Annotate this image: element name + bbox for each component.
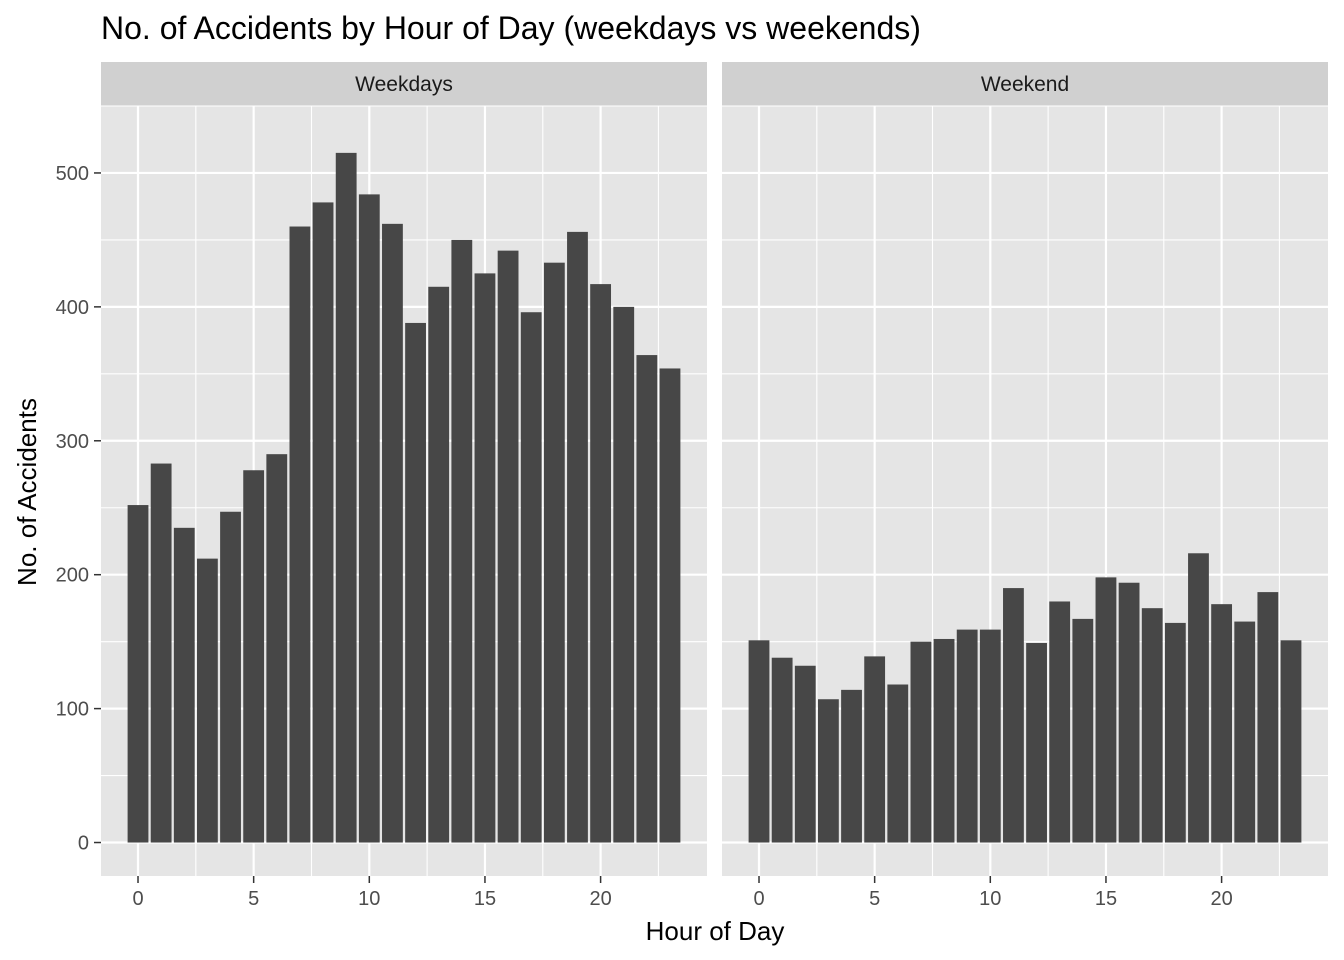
bar-weekdays-hour-3	[196, 558, 218, 843]
bar-weekdays-hour-12	[405, 322, 426, 843]
bar-weekdays-hour-5	[243, 470, 265, 843]
bar-weekdays-hour-20	[590, 284, 612, 843]
facet-strip-0	[101, 62, 707, 106]
x-tick-label: 10	[979, 888, 1001, 910]
x-tick-label: 10	[358, 888, 380, 910]
bar-weekend-hour-13	[1049, 601, 1071, 843]
bar-weekdays-hour-19	[567, 231, 588, 843]
bar-weekend-hour-16	[1118, 582, 1140, 843]
bar-weekdays-hour-0	[127, 505, 149, 843]
bar-weekdays-hour-23	[659, 368, 681, 843]
bar-weekend-hour-4	[841, 689, 862, 843]
bar-weekend-hour-21	[1234, 621, 1256, 843]
bar-weekdays-hour-11	[382, 223, 403, 843]
bar-weekdays-hour-16	[497, 250, 519, 843]
x-tick-label: 0	[753, 888, 764, 910]
bar-weekend-hour-9	[956, 629, 978, 843]
bar-weekdays-hour-14	[451, 239, 473, 843]
facet-strip-1	[722, 62, 1328, 106]
y-tick-label: 100	[56, 699, 89, 721]
y-tick-label: 200	[56, 565, 89, 587]
y-tick-label: 300	[56, 431, 89, 453]
bar-weekend-hour-12	[1026, 642, 1047, 843]
facet-strip-label-1: Weekend	[981, 73, 1069, 96]
x-tick-label: 0	[132, 888, 143, 910]
bar-weekend-hour-20	[1211, 604, 1233, 843]
y-tick-label: 500	[56, 163, 89, 185]
chart-title: No. of Accidents by Hour of Day (weekday…	[101, 10, 921, 46]
bar-weekdays-hour-6	[266, 454, 288, 843]
bar-weekdays-hour-13	[428, 286, 450, 843]
bar-weekend-hour-23	[1280, 640, 1302, 843]
bar-weekend-hour-11	[1003, 588, 1024, 843]
bar-weekdays-hour-10	[358, 194, 380, 843]
bar-weekdays-hour-2	[173, 527, 195, 843]
bar-weekend-hour-15	[1095, 577, 1117, 843]
x-tick-label: 5	[869, 888, 880, 910]
bar-weekdays-hour-22	[636, 355, 658, 843]
bar-weekdays-hour-21	[613, 306, 635, 843]
bar-weekdays-hour-15	[474, 273, 496, 843]
bar-weekend-hour-3	[817, 699, 839, 843]
bar-weekend-hour-6	[887, 684, 909, 843]
bar-weekdays-hour-8	[312, 202, 334, 843]
bar-weekend-hour-8	[933, 638, 955, 843]
bar-weekend-hour-22	[1257, 592, 1279, 843]
x-axis-title: Hour of Day	[646, 916, 785, 946]
x-tick-label: 15	[1095, 888, 1117, 910]
x-tick-label: 15	[474, 888, 496, 910]
bar-weekdays-hour-7	[289, 226, 311, 843]
bar-weekend-hour-2	[794, 665, 816, 843]
y-tick-label: 400	[56, 297, 89, 319]
bar-weekdays-hour-9	[335, 152, 357, 843]
bar-weekend-hour-1	[771, 657, 793, 843]
bar-weekend-hour-19	[1188, 553, 1209, 843]
bar-weekend-hour-0	[748, 640, 770, 843]
bar-weekdays-hour-4	[220, 511, 241, 843]
facet-strip-label-0: Weekdays	[355, 73, 453, 96]
bar-weekend-hour-10	[979, 629, 1001, 843]
bar-weekend-hour-18	[1164, 622, 1186, 843]
bar-weekend-hour-14	[1072, 618, 1094, 843]
y-axis-title: No. of Accidents	[12, 398, 42, 586]
bar-weekend-hour-5	[864, 656, 886, 843]
bar-weekend-hour-7	[910, 641, 932, 843]
bar-weekdays-hour-18	[543, 262, 565, 843]
bar-weekdays-hour-1	[150, 463, 172, 843]
x-tick-label: 5	[248, 888, 259, 910]
y-tick-label: 0	[78, 833, 89, 855]
x-tick-label: 20	[1210, 888, 1232, 910]
bar-weekdays-hour-17	[520, 312, 542, 843]
x-tick-label: 20	[589, 888, 611, 910]
bar-weekend-hour-17	[1141, 608, 1163, 843]
